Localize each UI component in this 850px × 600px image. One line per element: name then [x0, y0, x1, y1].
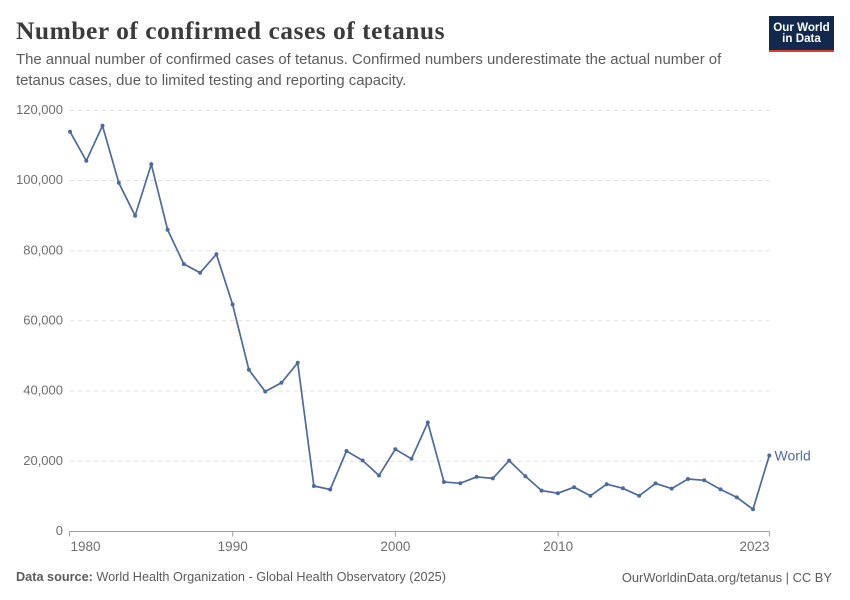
svg-text:80,000: 80,000	[23, 242, 63, 257]
svg-text:100,000: 100,000	[16, 172, 63, 187]
svg-text:20,000: 20,000	[23, 453, 63, 468]
svg-text:40,000: 40,000	[23, 383, 63, 398]
svg-text:1980: 1980	[71, 539, 101, 554]
svg-text:0: 0	[56, 523, 63, 538]
svg-text:2010: 2010	[543, 539, 573, 554]
svg-text:2000: 2000	[380, 539, 410, 554]
svg-text:1990: 1990	[218, 539, 248, 554]
svg-text:120,000: 120,000	[16, 102, 63, 117]
svg-text:2023: 2023	[739, 539, 769, 554]
svg-text:World: World	[775, 448, 811, 464]
svg-text:60,000: 60,000	[23, 313, 63, 328]
